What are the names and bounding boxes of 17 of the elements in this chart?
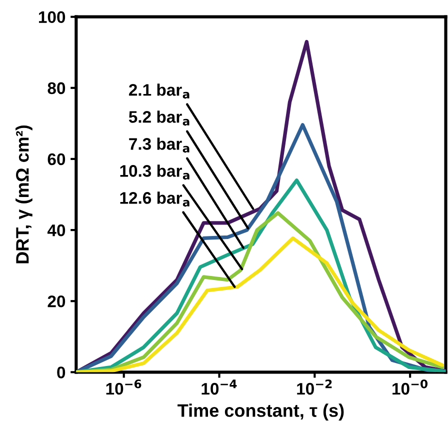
x-tick-label: 10$^{−6}$ <box>106 379 142 395</box>
annotation: 5.2 bar$_{a}$ <box>128 110 190 126</box>
y-tick-label: 80 <box>48 82 66 94</box>
x-tick-label: 10$^{−2}$ <box>297 379 332 395</box>
y-axis-title: DRT, γ (mΩ cm²) <box>16 125 32 264</box>
y-tick-label: 40 <box>47 224 66 236</box>
y-tick-label: 0 <box>57 366 66 378</box>
annotation: 12.6 bar$_{a}$ <box>120 192 190 207</box>
y-tick-label: 100 <box>38 11 66 24</box>
annotation: 10.3 bar$_{a}$ <box>120 164 190 180</box>
y-tick-label: 60 <box>48 153 66 166</box>
annotation: 7.3 bar$_{a}$ <box>129 138 190 153</box>
x-tick-label: 10$^{−4}$ <box>202 380 237 395</box>
x-axis-title: Time constant, τ (s) <box>178 404 344 421</box>
y-tick-label: 20 <box>48 296 66 308</box>
annotation: 2.1 bar$_{a}$ <box>128 84 190 99</box>
x-tick-label: 10$^{−0}$ <box>392 379 428 395</box>
